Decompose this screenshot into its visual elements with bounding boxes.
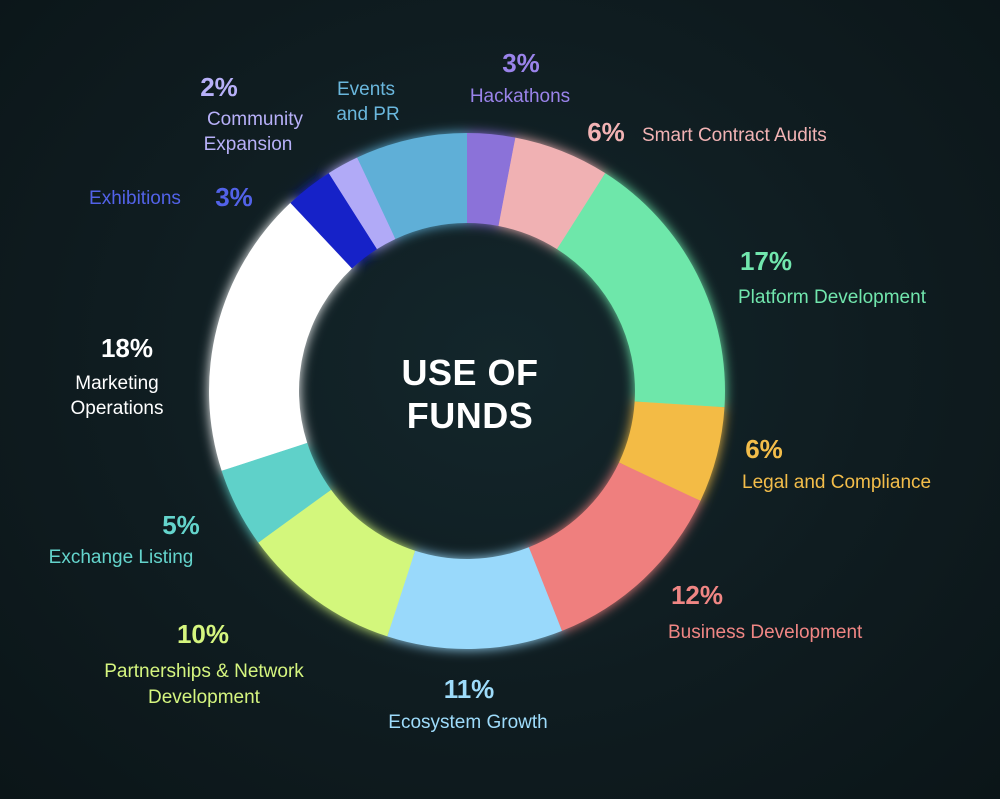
- percent-label-partnerships-and-network-development: 10%: [177, 619, 229, 649]
- percent-label-marketing-operations: 18%: [101, 333, 153, 363]
- category-label-events-and-pr-line-1: Events: [337, 79, 395, 100]
- category-label-community-expansion-line-1: Community: [207, 109, 304, 130]
- slice-smart-contract-audits: [498, 137, 606, 250]
- category-label-ecosystem-growth: Ecosystem Growth: [388, 712, 547, 733]
- percent-label-business-development: 12%: [671, 580, 723, 610]
- slice-community-expansion: [328, 157, 396, 250]
- category-label-business-development: Business Development: [668, 622, 863, 643]
- category-label-exhibitions: Exhibitions: [89, 188, 181, 209]
- category-label-events-and-pr-line-2: and PR: [336, 104, 399, 125]
- percent-label-exhibitions: 3%: [215, 182, 253, 212]
- percent-label-platform-development: 17%: [740, 246, 792, 276]
- percent-label-hackathons: 3%: [502, 48, 540, 78]
- slice-events-and-pr: [357, 133, 467, 239]
- category-label-exchange-listing: Exchange Listing: [49, 547, 194, 568]
- slice-business-development: [528, 462, 701, 631]
- slice-partnerships-and-network-development: [258, 489, 416, 637]
- chart-title-line-2: FUNDS: [407, 395, 534, 436]
- chart-title-line-1: USE OF: [401, 352, 538, 393]
- slice-labels: 3% Hackathons 6% Smart Contract Audits 17% Pl…: [49, 48, 931, 733]
- slice-ecosystem-growth: [387, 547, 562, 649]
- percent-label-exchange-listing: 5%: [162, 510, 200, 540]
- percent-label-legal-and-compliance: 6%: [745, 434, 783, 464]
- slice-legal-and-compliance: [619, 401, 725, 501]
- percent-label-community-expansion: 2%: [200, 72, 238, 102]
- category-label-smart-contract-audits: Smart Contract Audits: [642, 125, 827, 146]
- slice-hackathons: [467, 133, 516, 226]
- category-label-marketing-operations-line-2: Operations: [71, 398, 164, 419]
- category-label-partnerships-and-network-development-line-1: Partnerships & Network: [104, 661, 304, 682]
- category-label-marketing-operations-line-1: Marketing: [75, 373, 158, 394]
- percent-label-ecosystem-growth: 11%: [444, 674, 495, 704]
- category-label-platform-development: Platform Development: [738, 287, 927, 308]
- category-label-partnerships-and-network-development-line-2: Development: [148, 687, 261, 708]
- percent-label-smart-contract-audits: 6%: [587, 117, 625, 147]
- slice-exhibitions: [290, 173, 377, 269]
- slice-platform-development: [557, 173, 725, 408]
- slice-marketing-operations: [209, 202, 352, 471]
- category-label-legal-and-compliance: Legal and Compliance: [742, 472, 931, 493]
- donut-slices: [209, 133, 725, 649]
- slice-exchange-listing: [221, 442, 332, 543]
- category-label-hackathons: Hackathons: [470, 86, 570, 107]
- category-label-community-expansion-line-2: Expansion: [204, 134, 293, 155]
